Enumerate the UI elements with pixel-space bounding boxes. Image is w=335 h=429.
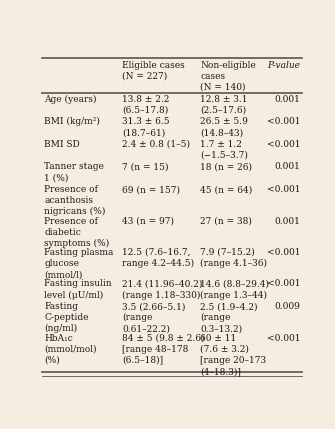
Text: 13.8 ± 2.2
(6.5–17.8): 13.8 ± 2.2 (6.5–17.8) [122,95,170,115]
Text: 12.5 (7.6–16.7,
range 4.2–44.5): 12.5 (7.6–16.7, range 4.2–44.5) [122,248,195,268]
Text: <0.001: <0.001 [267,140,300,149]
Text: 69 (n = 157): 69 (n = 157) [122,185,180,194]
Text: BMI SD: BMI SD [45,140,80,149]
Text: 1.7 ± 1.2
(−1.5–3.7): 1.7 ± 1.2 (−1.5–3.7) [200,140,248,160]
Text: 0.001: 0.001 [274,163,300,172]
Text: Non-eligible
cases
(N = 140): Non-eligible cases (N = 140) [200,61,256,92]
Text: <0.001: <0.001 [267,333,300,342]
Text: Fasting
C-peptide
(ng/ml): Fasting C-peptide (ng/ml) [45,302,89,333]
Text: <0.001: <0.001 [267,117,300,126]
Text: 7.9 (7–15.2)
(range 4.1–36): 7.9 (7–15.2) (range 4.1–36) [200,248,267,268]
Text: 60 ± 11
(7.6 ± 3.2)
[range 20–173
(4–18.3)]: 60 ± 11 (7.6 ± 3.2) [range 20–173 (4–18.… [200,333,266,376]
Text: 18 (n = 26): 18 (n = 26) [200,163,252,172]
Text: 26.5 ± 5.9
(14.8–43): 26.5 ± 5.9 (14.8–43) [200,117,248,137]
Text: Age (years): Age (years) [45,95,97,104]
Text: 14.6 (8.8–29.4)
(range 1.3–44): 14.6 (8.8–29.4) (range 1.3–44) [200,279,269,300]
Text: <0.001: <0.001 [267,279,300,288]
Text: 0.009: 0.009 [274,302,300,311]
Text: <0.001: <0.001 [267,248,300,257]
Text: Eligible cases
(N = 227): Eligible cases (N = 227) [122,61,185,81]
Text: P-value: P-value [267,61,300,70]
Text: 43 (n = 97): 43 (n = 97) [122,217,174,226]
Text: 21.4 (11.96–40.2)
(range 1.18–330): 21.4 (11.96–40.2) (range 1.18–330) [122,279,203,300]
Text: 27 (n = 38): 27 (n = 38) [200,217,252,226]
Text: Presence of
diabetic
symptoms (%): Presence of diabetic symptoms (%) [45,217,110,248]
Text: Fasting plasma
glucose
(mmol/l): Fasting plasma glucose (mmol/l) [45,248,114,279]
Text: 7 (n = 15): 7 (n = 15) [122,163,169,172]
Text: 2.5 (1.9–4.2)
(range
0.3–13.2): 2.5 (1.9–4.2) (range 0.3–13.2) [200,302,258,333]
Text: 0.001: 0.001 [274,217,300,226]
Text: 0.001: 0.001 [274,95,300,104]
Text: Fasting insulin
level (μU/ml): Fasting insulin level (μU/ml) [45,279,112,300]
Text: Presence of
acanthosis
nigricans (%): Presence of acanthosis nigricans (%) [45,185,106,216]
Text: 12.8 ± 3.1
(2.5–17.6): 12.8 ± 3.1 (2.5–17.6) [200,95,248,115]
Text: <0.001: <0.001 [267,185,300,194]
Text: HbA₁c
(mmol/mol)
(%): HbA₁c (mmol/mol) (%) [45,333,97,365]
Text: 2.4 ± 0.8 (1–5): 2.4 ± 0.8 (1–5) [122,140,190,149]
Text: BMI (kg/m²): BMI (kg/m²) [45,117,100,127]
Text: 3.5 (2.66–5.1)
(range
0.61–22.2): 3.5 (2.66–5.1) (range 0.61–22.2) [122,302,186,333]
Text: Tanner stage
1 (%): Tanner stage 1 (%) [45,163,104,183]
Text: 45 (n = 64): 45 (n = 64) [200,185,253,194]
Text: 31.3 ± 6.5
(18.7–61): 31.3 ± 6.5 (18.7–61) [122,117,170,137]
Text: 84 ± 5 (9.8 ± 2.6)
[range 48–178
(6.5–18)]: 84 ± 5 (9.8 ± 2.6) [range 48–178 (6.5–18… [122,333,205,365]
